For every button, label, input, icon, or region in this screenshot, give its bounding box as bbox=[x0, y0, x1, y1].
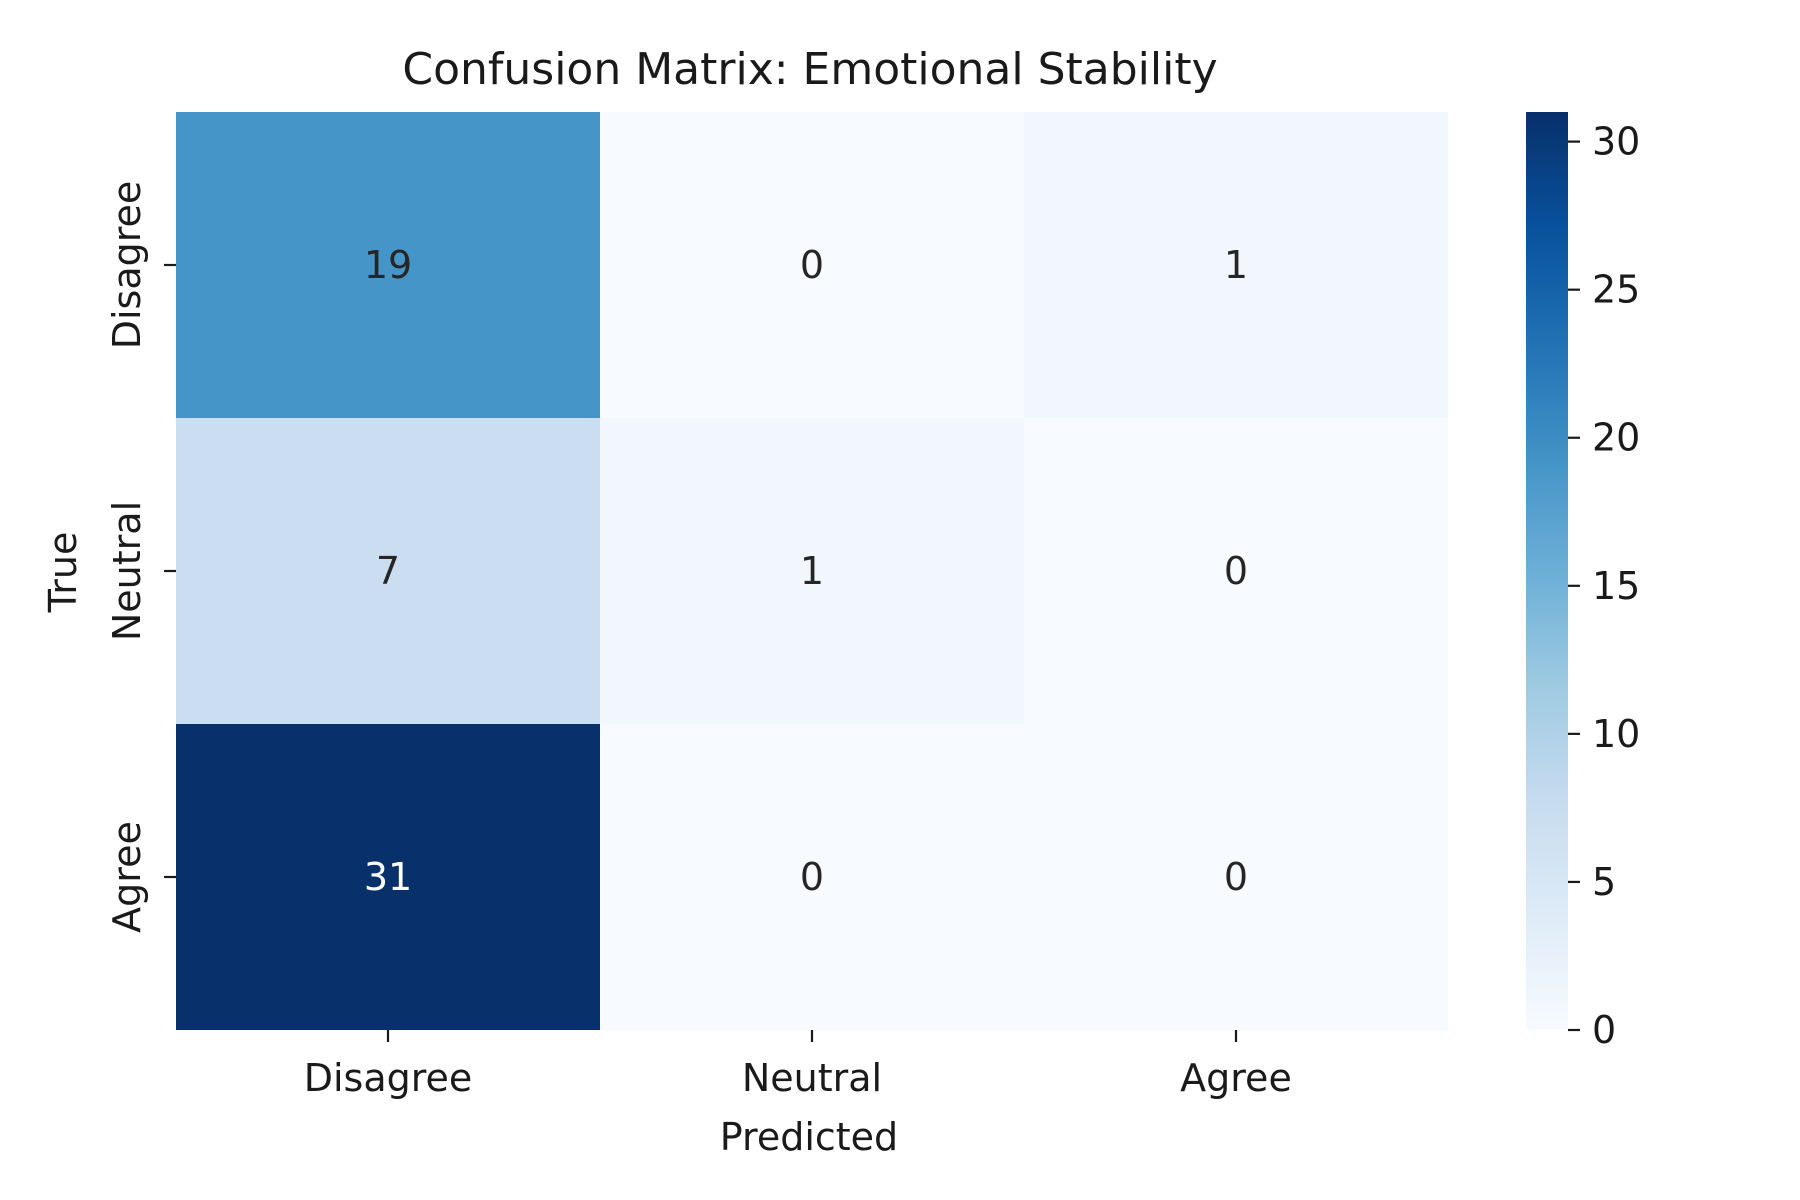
cell-value-label: 1 bbox=[1224, 243, 1248, 287]
colorbar-tick-label: 25 bbox=[1592, 268, 1640, 312]
x-axis-label: Predicted bbox=[720, 1115, 898, 1159]
colorbar-ticks: 0 5 10 15 20 25 30 bbox=[1568, 120, 1640, 1052]
heatmap-cells bbox=[176, 112, 1448, 1030]
heatmap-cell bbox=[1024, 112, 1448, 418]
cell-value-label: 0 bbox=[800, 855, 824, 899]
cell-value-label: 0 bbox=[1224, 855, 1248, 899]
heatmap-cell bbox=[600, 418, 1024, 724]
heatmap-cell bbox=[1024, 418, 1448, 724]
heatmap-cell bbox=[176, 418, 600, 724]
y-axis-label: True bbox=[41, 532, 85, 614]
chart-title: Confusion Matrix: Emotional Stability bbox=[402, 44, 1217, 95]
colorbar bbox=[1526, 112, 1568, 1030]
heatmap-cell bbox=[176, 112, 600, 418]
heatmap-cell bbox=[600, 724, 1024, 1030]
colorbar-tick-label: 10 bbox=[1592, 712, 1640, 756]
cell-value-label: 0 bbox=[800, 243, 824, 287]
heatmap-cell bbox=[1024, 724, 1448, 1030]
cell-value-label: 19 bbox=[364, 243, 412, 287]
colorbar-tick-label: 30 bbox=[1592, 120, 1640, 164]
cell-value-label: 7 bbox=[376, 549, 400, 593]
colorbar-tick-label: 15 bbox=[1592, 564, 1640, 608]
cell-value-label: 31 bbox=[364, 855, 412, 899]
x-tick-label: Agree bbox=[1180, 1056, 1292, 1100]
y-tick-label: Neutral bbox=[105, 501, 149, 641]
colorbar-tick-label: 0 bbox=[1592, 1008, 1616, 1052]
x-tick-label: Neutral bbox=[742, 1056, 882, 1100]
colorbar-tick-label: 20 bbox=[1592, 416, 1640, 460]
heatmap-cell bbox=[600, 112, 1024, 418]
cell-value-label: 1 bbox=[800, 549, 824, 593]
colorbar-tick-label: 5 bbox=[1592, 860, 1616, 904]
y-axis-ticks: Disagree Neutral Agree bbox=[105, 181, 176, 933]
cell-labels: 19 0 1 7 1 0 31 0 0 bbox=[364, 243, 1248, 899]
x-tick-label: Disagree bbox=[304, 1056, 473, 1100]
cell-value-label: 0 bbox=[1224, 549, 1248, 593]
x-axis-ticks: Disagree Neutral Agree bbox=[304, 1030, 1292, 1100]
heatmap-cell bbox=[176, 724, 600, 1030]
y-tick-label: Agree bbox=[105, 821, 149, 933]
y-tick-label: Disagree bbox=[105, 181, 149, 350]
